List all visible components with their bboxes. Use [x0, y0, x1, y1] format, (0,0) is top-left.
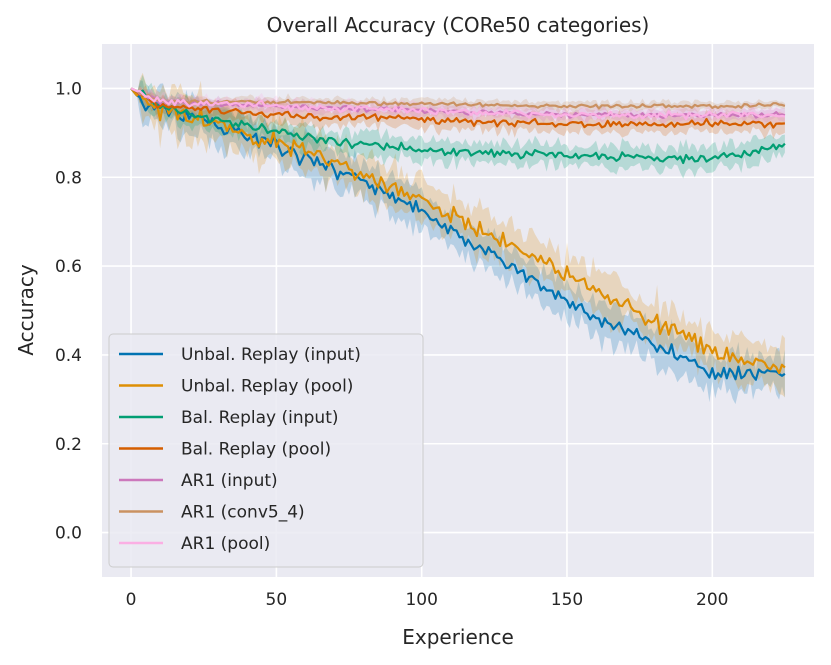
- x-tick-label: 150: [551, 590, 583, 610]
- line-unbal-replay-pool: [130, 87, 786, 375]
- y-axis-label: Accuracy: [14, 264, 38, 355]
- y-tick-label: 0.6: [55, 257, 82, 277]
- band-unbal-replay-pool: [131, 72, 785, 398]
- y-tick-label: 0.8: [55, 168, 82, 188]
- x-axis-label: Experience: [402, 625, 514, 649]
- series-lines: [130, 87, 786, 381]
- x-tick-label: 200: [696, 590, 728, 610]
- x-ticks: 0 50 100 150 200: [126, 590, 729, 610]
- legend-label-ar1-pool: AR1 (pool): [181, 534, 270, 554]
- y-tick-label: 0.4: [55, 346, 82, 366]
- line-bal-replay-pool: [130, 87, 785, 129]
- line-ar1-conv5-4: [130, 87, 786, 110]
- legend-label-ar1-input: AR1 (input): [181, 471, 278, 491]
- legend: Unbal. Replay (input) Unbal. Replay (pool…: [108, 333, 424, 568]
- line-bal-replay-input: [130, 87, 786, 165]
- legend-label-bal-replay-input: Bal. Replay (input): [181, 408, 339, 428]
- x-tick-label: 0: [126, 590, 137, 610]
- band-unbal-replay-input: [131, 80, 785, 405]
- x-tick-label: 100: [405, 590, 437, 610]
- chart-title: Overall Accuracy (CORe50 categories): [267, 13, 650, 37]
- legend-box: [108, 333, 424, 568]
- y-tick-label: 1.0: [55, 79, 82, 99]
- line-ar1-pool: [130, 87, 786, 121]
- band-ar1-pool: [131, 86, 785, 128]
- legend-label-unbal-replay-input: Unbal. Replay (input): [181, 345, 361, 365]
- legend-label-unbal-replay-pool: Unbal. Replay (pool): [181, 377, 353, 397]
- legend-label-bal-replay-pool: Bal. Replay (pool): [181, 440, 331, 460]
- x-tick-label: 50: [266, 590, 288, 610]
- y-tick-label: 0.0: [55, 524, 82, 544]
- legend-label-ar1-conv5-4: AR1 (conv5_4): [181, 503, 305, 523]
- y-ticks: 0.0 0.2 0.4 0.6 0.8 1.0: [55, 79, 82, 543]
- y-tick-label: 0.2: [55, 435, 82, 455]
